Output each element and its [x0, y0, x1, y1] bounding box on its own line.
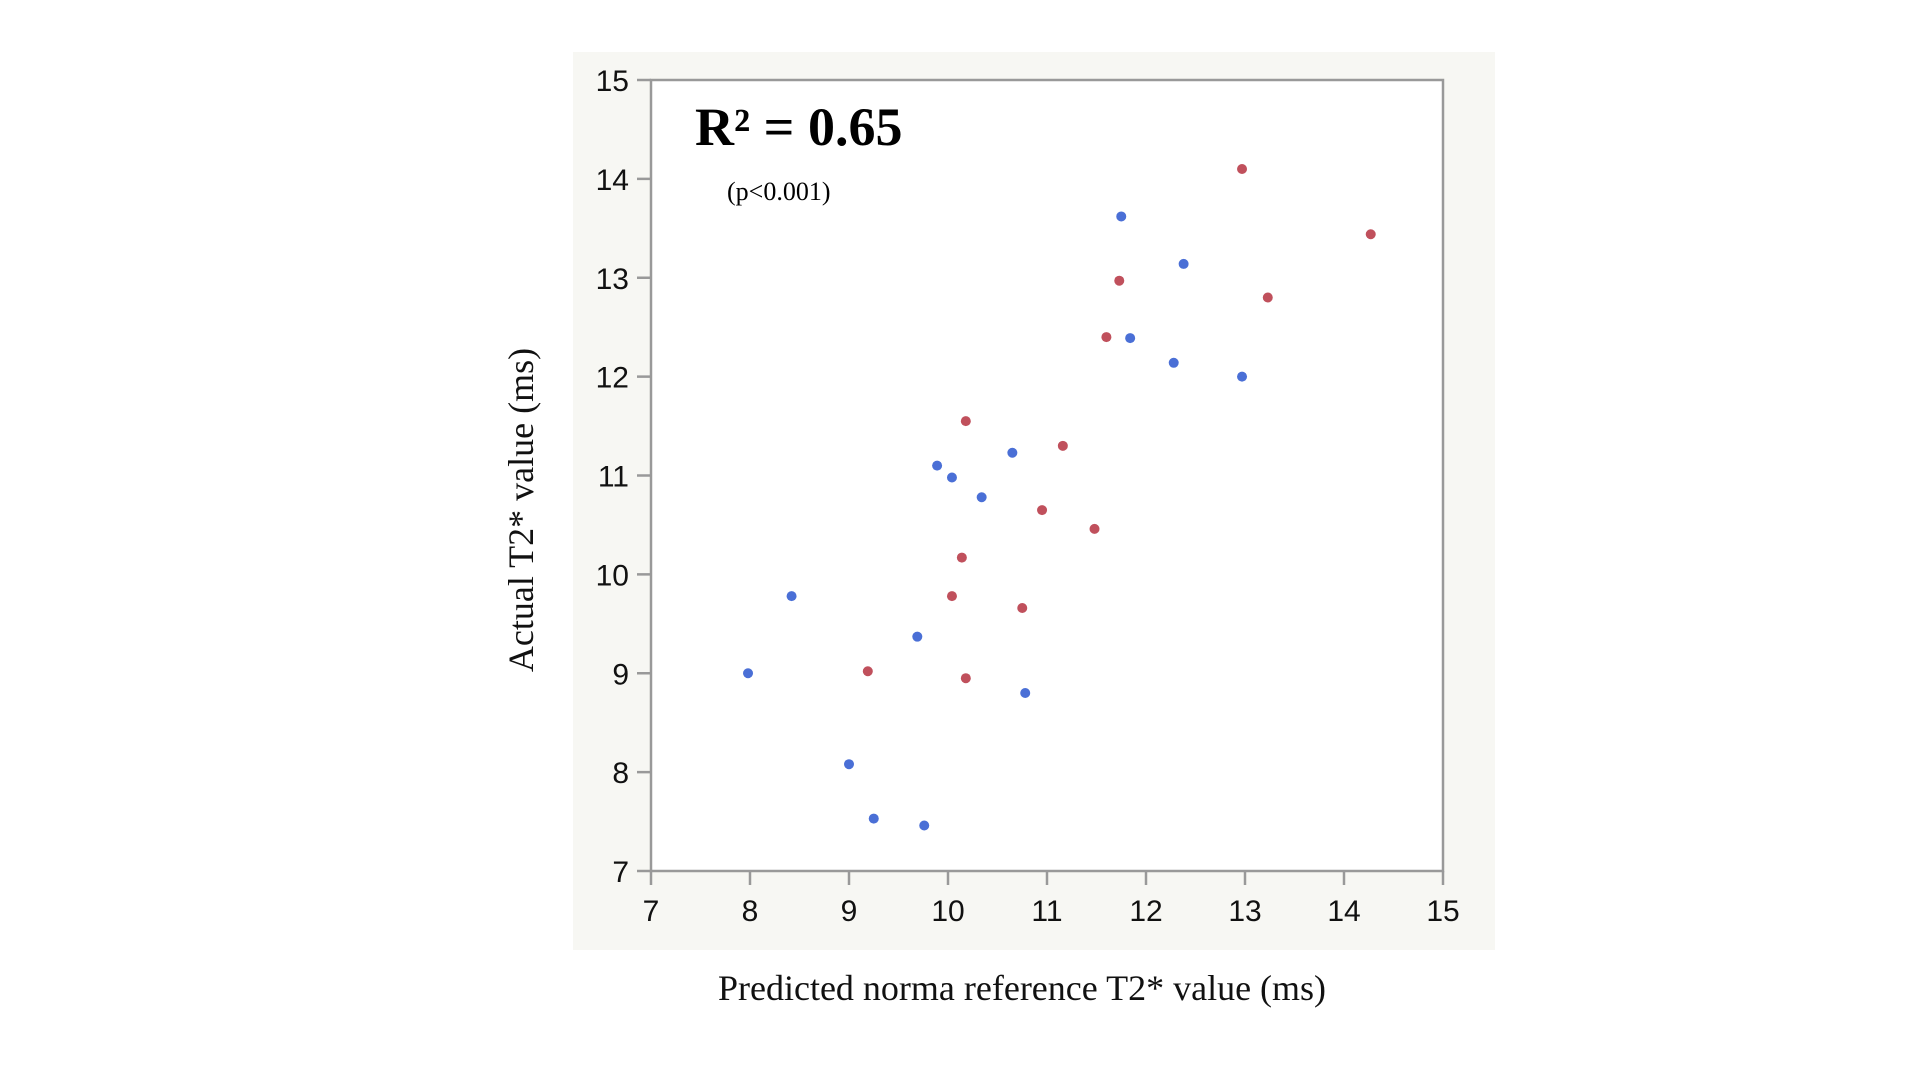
data-point: [786, 591, 797, 602]
r2-annotation: R² = 0.65: [695, 97, 902, 157]
data-point: [1101, 332, 1112, 343]
y-tick-label: 10: [596, 559, 629, 592]
data-points: [743, 163, 1376, 831]
data-point: [1017, 602, 1028, 613]
data-point: [976, 492, 987, 503]
data-point: [1037, 505, 1048, 516]
x-tick-label: 7: [643, 895, 660, 928]
data-point: [1125, 333, 1136, 344]
x-axis-title: Predicted norma reference T2* value (ms): [718, 968, 1326, 1008]
x-tick-label: 10: [931, 895, 964, 928]
y-tick-label: 14: [596, 164, 629, 197]
data-point: [1089, 523, 1100, 534]
data-point: [1262, 292, 1273, 303]
y-tick-label: 13: [596, 263, 629, 296]
x-tick-label: 12: [1129, 895, 1162, 928]
p-value-annotation: (p<0.001): [727, 177, 830, 206]
x-tick-label: 8: [742, 895, 759, 928]
data-point: [1237, 371, 1248, 382]
y-axis: 7 8 9 10 11 12 13 14 15: [596, 65, 651, 889]
data-point: [960, 416, 971, 427]
plot-area: [649, 78, 1445, 873]
data-point: [1168, 357, 1179, 368]
data-point: [868, 813, 879, 824]
x-tick-label: 15: [1426, 895, 1459, 928]
data-point: [1116, 211, 1127, 222]
data-point: [960, 673, 971, 684]
y-tick-label: 7: [612, 856, 629, 889]
y-tick-label: 15: [596, 65, 629, 98]
data-point: [1114, 275, 1125, 286]
data-point: [743, 668, 754, 679]
data-point: [1365, 229, 1376, 240]
y-tick-label: 12: [596, 362, 629, 395]
data-point: [1237, 163, 1248, 174]
data-point: [844, 759, 854, 770]
x-tick-label: 9: [841, 895, 858, 928]
data-point: [956, 552, 967, 563]
x-tick-label: 14: [1327, 895, 1360, 928]
x-tick-label: 13: [1228, 895, 1261, 928]
y-tick-label: 9: [612, 658, 629, 691]
data-point: [946, 472, 957, 483]
data-point: [932, 460, 943, 471]
data-point: [862, 666, 873, 677]
data-point: [1057, 440, 1068, 451]
x-axis: 7 8 9 10 11 12 13 14 15: [643, 871, 1460, 928]
data-point: [912, 631, 923, 642]
data-point: [1007, 447, 1018, 458]
data-point: [1178, 258, 1189, 269]
y-axis-title: Actual T2* value (ms): [501, 348, 541, 672]
data-point: [919, 820, 930, 831]
y-tick-label: 11: [598, 461, 629, 494]
data-point: [946, 591, 957, 602]
y-tick-label: 8: [612, 757, 629, 790]
x-tick-label: 11: [1031, 895, 1062, 928]
data-point: [1020, 688, 1031, 699]
